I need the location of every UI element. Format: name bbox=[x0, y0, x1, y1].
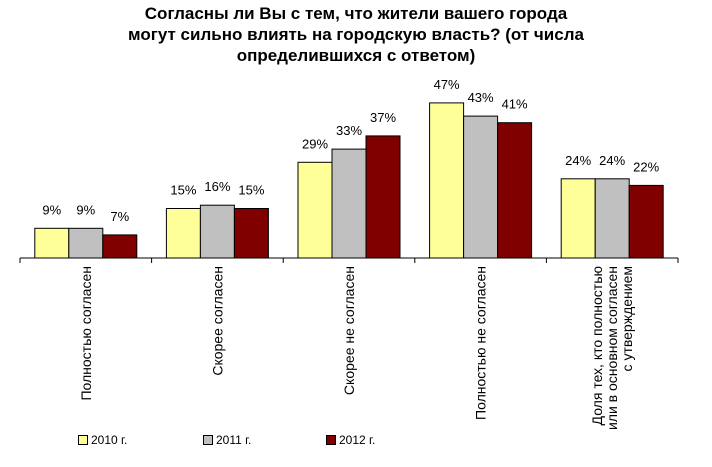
bar bbox=[331, 148, 367, 259]
data-label: 9% bbox=[42, 202, 61, 217]
legend-label: 2010 г. bbox=[91, 433, 128, 447]
x-tick-label: Скорее согласен bbox=[209, 266, 225, 376]
bar bbox=[199, 204, 235, 259]
bar bbox=[233, 208, 269, 259]
bar bbox=[297, 161, 333, 259]
data-label: 22% bbox=[633, 159, 659, 174]
data-label: 9% bbox=[76, 202, 95, 217]
legend-swatch bbox=[203, 435, 213, 445]
legend-item: 2010 г. bbox=[78, 433, 127, 447]
bar bbox=[628, 184, 664, 259]
bar bbox=[165, 208, 201, 259]
bar bbox=[594, 178, 630, 259]
x-tick-label: Доля тех, кто полностьюили в основном со… bbox=[589, 266, 635, 430]
bar bbox=[497, 122, 533, 259]
data-label: 47% bbox=[434, 77, 460, 92]
data-label: 29% bbox=[302, 136, 328, 151]
x-tick-label: Полностью не согласен bbox=[473, 266, 489, 420]
bar bbox=[34, 227, 70, 259]
data-label: 24% bbox=[599, 153, 625, 168]
bar bbox=[68, 227, 104, 259]
data-label: 15% bbox=[170, 183, 196, 198]
data-label: 7% bbox=[110, 209, 129, 224]
legend-item: 2012 г. bbox=[326, 433, 375, 447]
x-tick-label: Скорее не согласен bbox=[341, 266, 357, 395]
bar bbox=[365, 135, 401, 259]
legend-label: 2012 г. bbox=[339, 433, 376, 447]
legend-label: 2011 г. bbox=[216, 433, 252, 447]
chart-title: Согласны ли Вы с тем, что жители вашего … bbox=[20, 3, 692, 66]
data-label: 37% bbox=[370, 110, 396, 125]
chart-title-line-2: могут сильно влиять на городскую власть?… bbox=[128, 25, 584, 44]
chart-title-line-1: Согласны ли Вы с тем, что жители вашего … bbox=[144, 4, 568, 23]
data-label: 24% bbox=[565, 153, 591, 168]
bar bbox=[102, 234, 138, 259]
data-label: 41% bbox=[502, 97, 528, 112]
legend-swatch bbox=[78, 435, 88, 445]
legend-swatch bbox=[326, 435, 336, 445]
bar bbox=[560, 178, 596, 259]
bar bbox=[429, 102, 465, 259]
data-label: 15% bbox=[238, 183, 264, 198]
data-label: 33% bbox=[336, 123, 362, 138]
chart-legend: 2010 г. 2011 г. 2012 г. bbox=[0, 433, 712, 453]
bar bbox=[463, 115, 499, 259]
x-tick-label: Полностью согласен bbox=[78, 266, 94, 401]
chart-title-line-3: определившихся с ответом) bbox=[236, 46, 476, 65]
data-label: 43% bbox=[468, 90, 494, 105]
legend-item: 2011 г. bbox=[203, 433, 251, 447]
data-label: 16% bbox=[204, 179, 230, 194]
